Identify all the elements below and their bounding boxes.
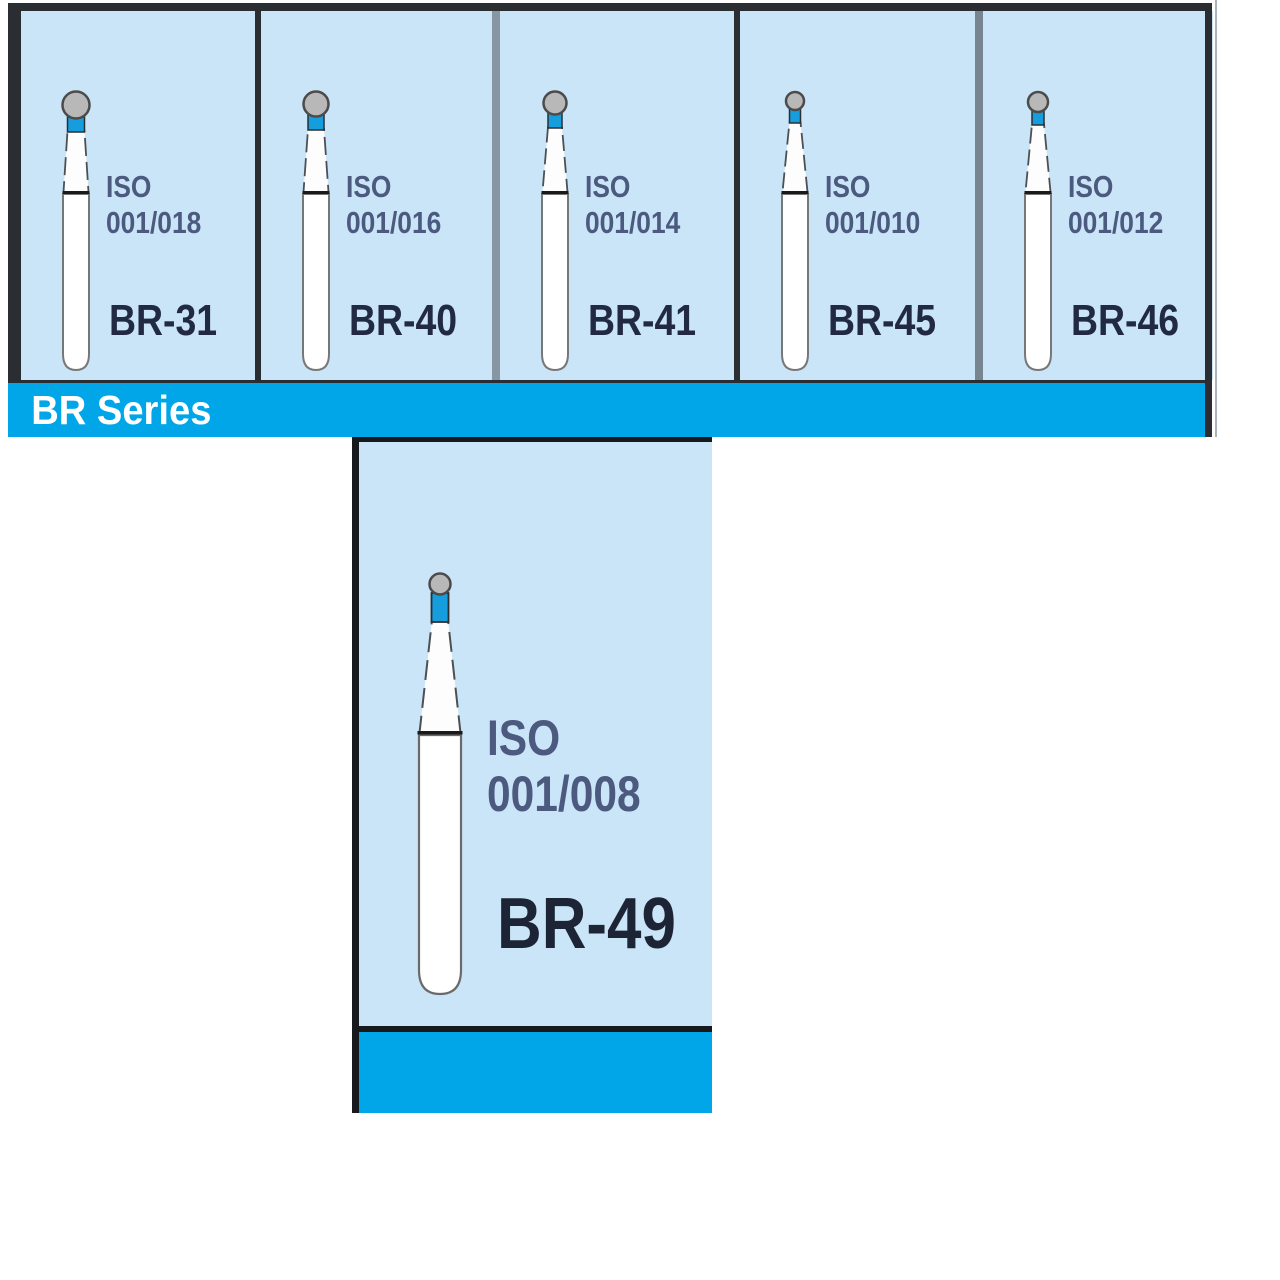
iso-code: 001/018 xyxy=(106,205,202,240)
bur-neck xyxy=(541,126,569,193)
scan-artifact-line xyxy=(1215,0,1217,437)
bur-junction-line xyxy=(417,731,463,735)
iso-label: ISO xyxy=(1068,169,1114,204)
model-label: BR-40 xyxy=(349,296,458,345)
iso-label: ISO xyxy=(106,169,152,204)
iso-code: 001/008 xyxy=(487,766,641,822)
cell-divider xyxy=(492,11,500,380)
bur-illustration xyxy=(781,90,809,372)
bur-illustration xyxy=(302,90,330,372)
iso-code: 001/016 xyxy=(346,205,442,240)
model-label: BR-41 xyxy=(588,296,697,345)
bur-shank xyxy=(62,193,90,372)
model-label: BR-45 xyxy=(828,296,937,345)
cell-divider xyxy=(975,11,983,380)
featured-footer-band xyxy=(359,1032,712,1113)
bur-shank xyxy=(541,193,569,372)
iso-label: ISO xyxy=(585,169,631,204)
product-cell-br-40: ISO 001/016 BR-40 xyxy=(261,11,492,380)
bur-neck xyxy=(418,619,462,734)
series-banner: BR Series xyxy=(8,383,1205,437)
iso-spec: ISO 001/018 xyxy=(106,169,201,241)
bur-illustration xyxy=(1024,90,1052,372)
bur-shank xyxy=(417,733,463,996)
iso-label: ISO xyxy=(346,169,392,204)
bur-ball-tip xyxy=(1026,90,1050,114)
product-grid: ISO 001/018 BR-31 ISO 001/016 BR-40 xyxy=(8,3,1213,383)
bur-neck xyxy=(1024,123,1052,193)
bur-illustration xyxy=(541,90,569,372)
bur-illustration xyxy=(61,90,91,372)
iso-spec: ISO 001/016 xyxy=(346,169,441,241)
iso-code: 001/014 xyxy=(585,205,681,240)
bur-shank xyxy=(1024,193,1052,372)
bur-junction-line xyxy=(62,191,90,194)
bur-junction-line xyxy=(302,191,330,194)
product-cell-br-41: ISO 001/014 BR-41 xyxy=(500,11,734,380)
featured-cell-divider xyxy=(359,1026,712,1032)
bur-shank xyxy=(302,193,330,372)
iso-code: 001/010 xyxy=(825,205,921,240)
bur-neck xyxy=(781,121,809,193)
series-banner-label: BR Series xyxy=(31,386,212,433)
bur-illustration xyxy=(417,572,463,996)
iso-spec: ISO 001/008 xyxy=(487,710,641,822)
product-cell-br-45: ISO 001/010 BR-45 xyxy=(740,11,975,380)
featured-cell-top-border xyxy=(359,437,712,442)
bur-ball-tip xyxy=(542,90,568,116)
iso-label: ISO xyxy=(487,710,561,766)
bur-ball-tip xyxy=(302,90,330,118)
featured-cell-left-border xyxy=(352,437,359,1113)
bur-junction-line xyxy=(1024,191,1052,194)
iso-label: ISO xyxy=(825,169,871,204)
bur-depth-band xyxy=(430,592,450,623)
bur-ball-tip xyxy=(428,572,452,596)
iso-code: 001/012 xyxy=(1068,205,1164,240)
model-label: BR-49 xyxy=(497,884,676,964)
iso-spec: ISO 001/014 xyxy=(585,169,680,241)
product-cell-br-31: ISO 001/018 BR-31 xyxy=(21,11,255,380)
model-label: BR-31 xyxy=(109,296,218,345)
bur-junction-line xyxy=(781,191,809,194)
iso-spec: ISO 001/010 xyxy=(825,169,920,241)
bur-junction-line xyxy=(541,191,569,194)
featured-product-cell-br-49: ISO 001/008 BR-49 xyxy=(359,442,712,1026)
model-label: BR-46 xyxy=(1071,296,1180,345)
bur-neck xyxy=(302,128,330,193)
bur-ball-tip xyxy=(61,90,91,120)
bur-shank xyxy=(781,193,809,372)
bur-ball-tip xyxy=(784,90,806,112)
table-right-border xyxy=(1205,3,1212,437)
bur-neck xyxy=(62,130,90,193)
product-cell-br-46: ISO 001/012 BR-46 xyxy=(983,11,1213,380)
iso-spec: ISO 001/012 xyxy=(1068,169,1163,241)
